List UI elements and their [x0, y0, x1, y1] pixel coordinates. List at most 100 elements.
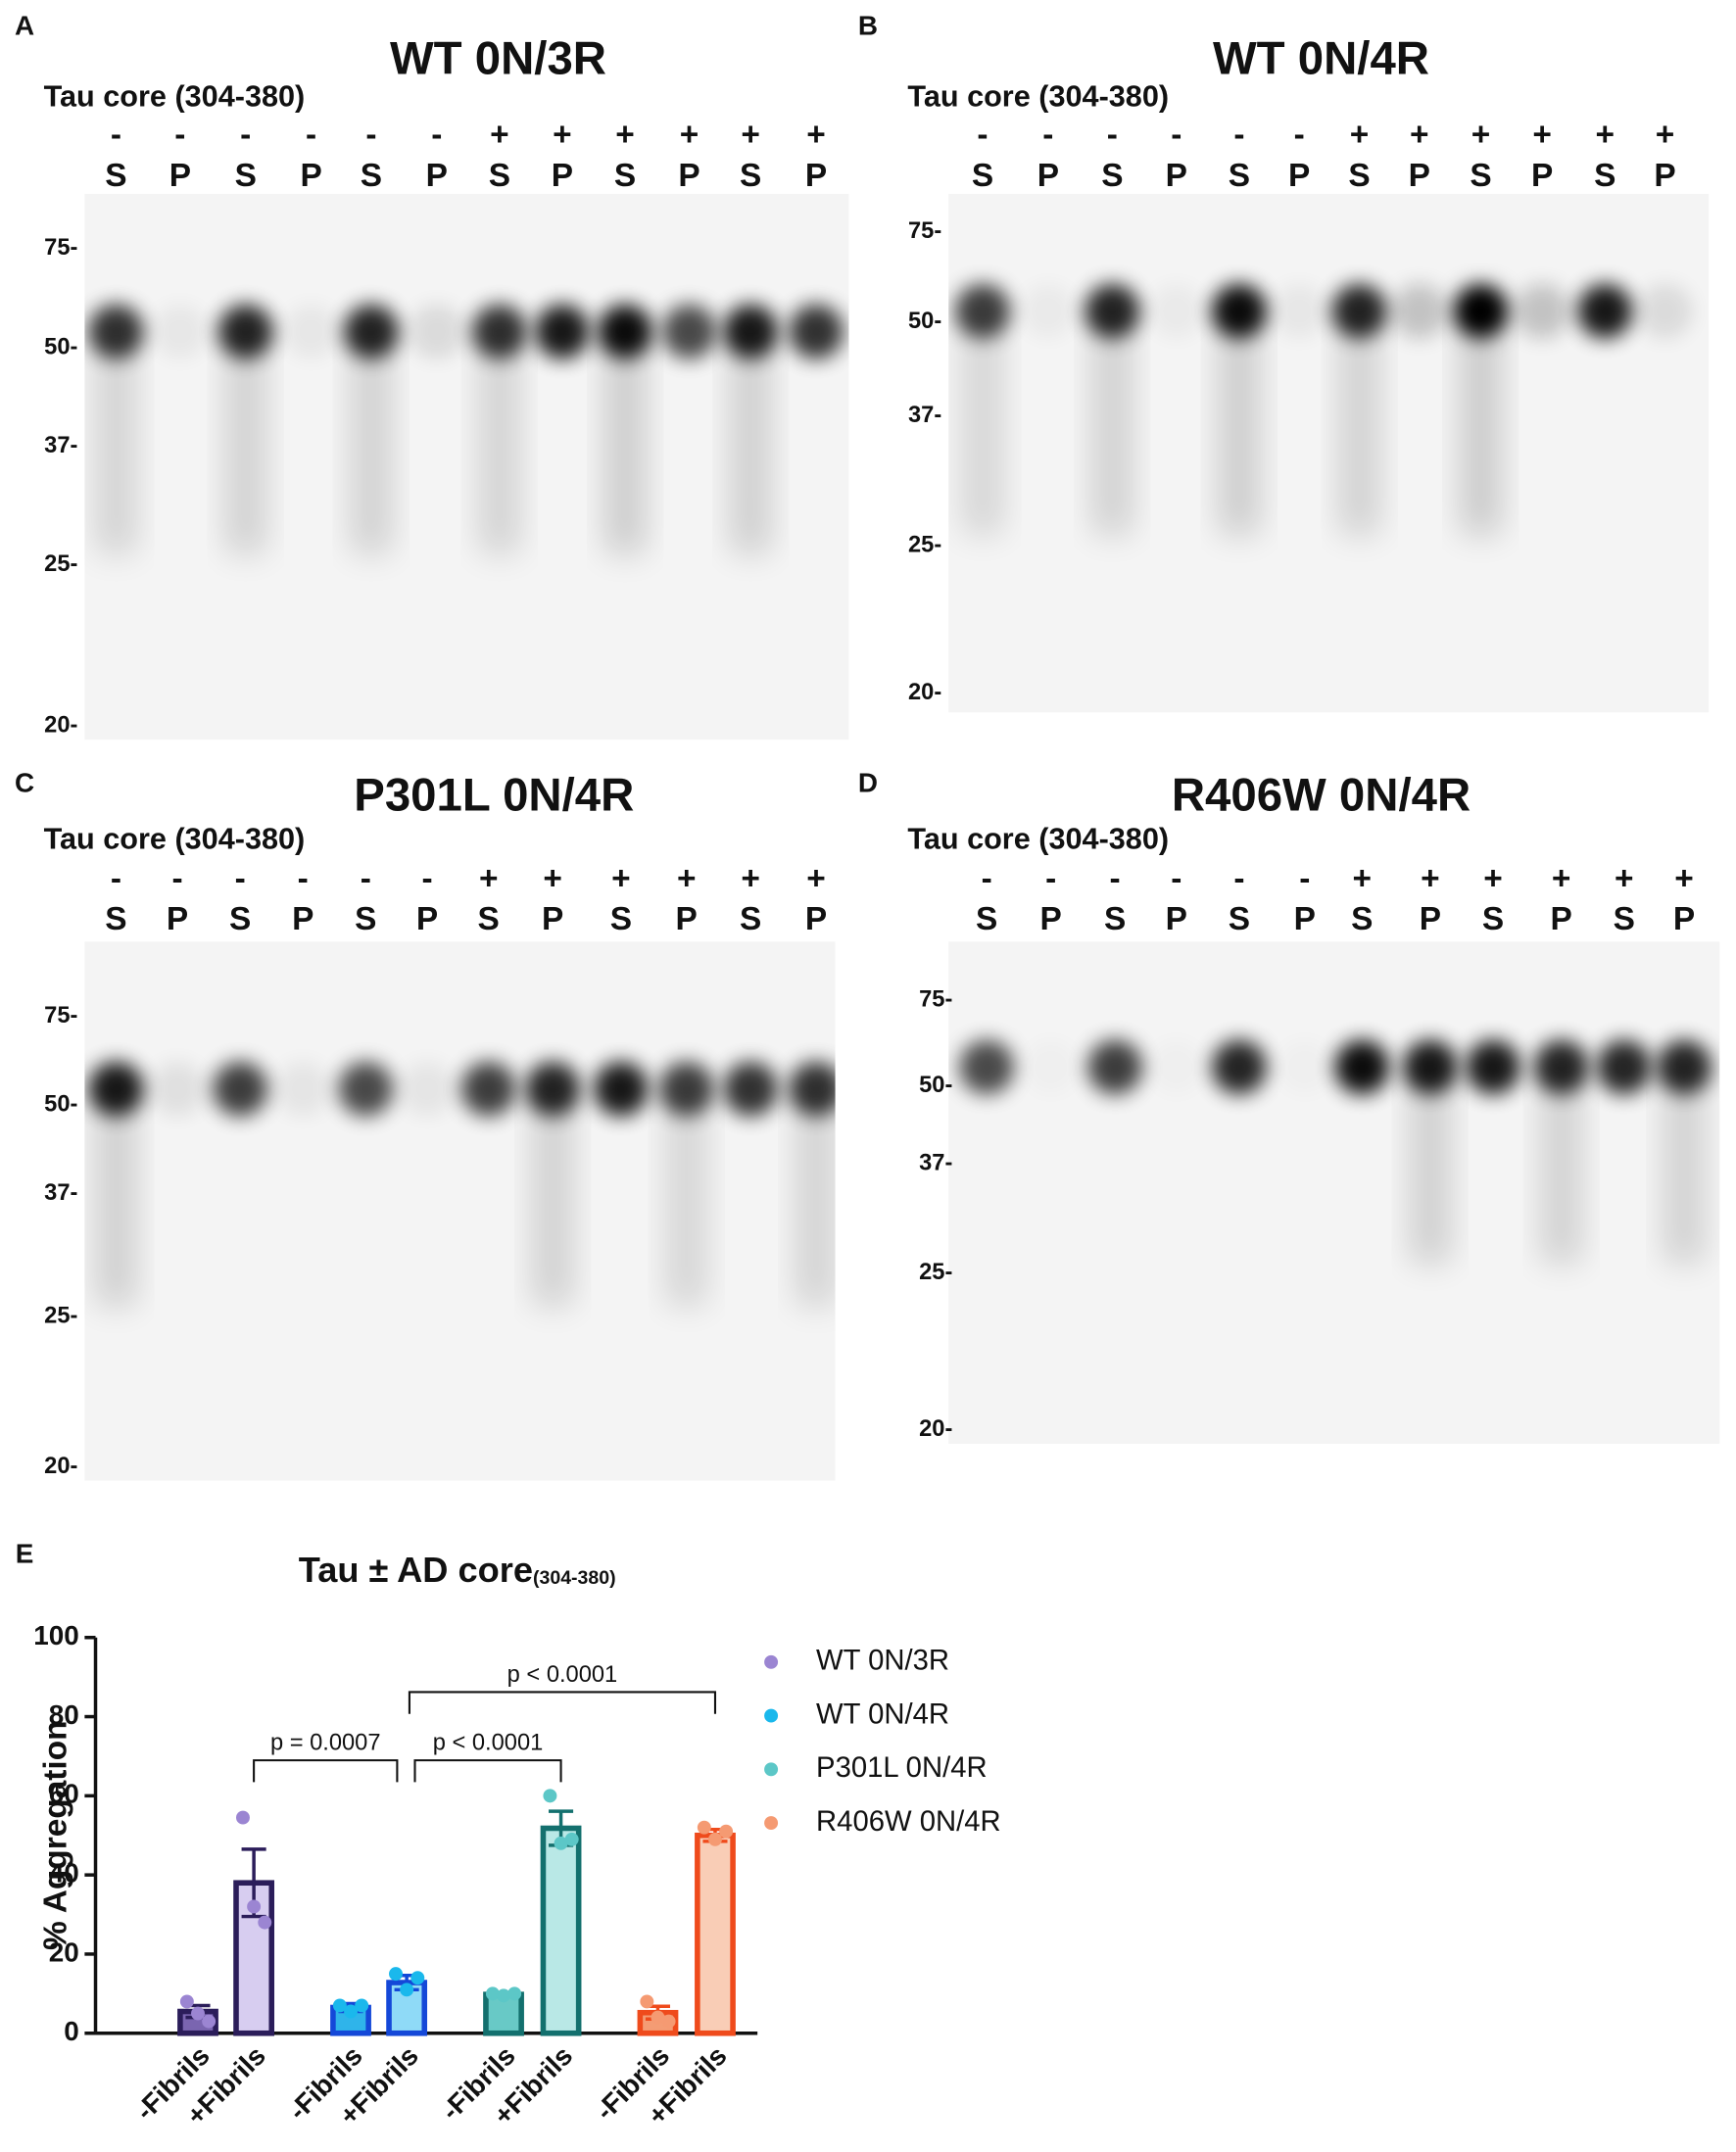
bar: [540, 1825, 582, 2036]
band: [1657, 1039, 1712, 1095]
band: [593, 1061, 649, 1117]
y-tick-label: 20: [49, 1937, 79, 1967]
lane-label: S: [1351, 901, 1373, 937]
lane-label: P: [805, 901, 827, 937]
mw-marker: 75-: [44, 235, 77, 261]
band: [1087, 1039, 1143, 1095]
band: [1637, 283, 1693, 339]
band: [88, 1061, 144, 1117]
band: [275, 1061, 331, 1117]
band: [1085, 283, 1140, 339]
treatment-sign: +: [1532, 117, 1552, 153]
y-tick-label: 0: [64, 2016, 79, 2046]
panel-title: WT 0N/3R: [390, 32, 606, 84]
smear: [96, 331, 135, 553]
data-point: [202, 2014, 217, 2029]
lane-label: S: [1594, 158, 1615, 194]
smear: [1664, 1067, 1704, 1264]
treatment-sign: -: [1233, 117, 1244, 153]
band: [723, 1061, 779, 1117]
lane-label: P: [552, 158, 573, 194]
treatment-sign: -: [431, 117, 442, 153]
lane-label: S: [489, 158, 510, 194]
band: [1533, 1039, 1589, 1095]
mw-marker: 25-: [919, 1260, 952, 1285]
band: [1515, 283, 1570, 339]
lane-label: S: [1470, 158, 1491, 194]
smear: [605, 331, 645, 553]
band: [1596, 1039, 1652, 1095]
bar: [695, 1832, 736, 2036]
data-point: [258, 1915, 272, 1930]
significance-bracket: [413, 1759, 562, 1783]
treatment-sign: -: [1045, 860, 1056, 896]
smear: [731, 331, 770, 553]
bands: [88, 1061, 836, 1306]
mw-marker: 20-: [919, 1416, 952, 1442]
panel-letter: D: [858, 767, 878, 797]
band: [1334, 1039, 1390, 1095]
lane-label: P: [1531, 158, 1553, 194]
blot-membrane: [84, 941, 836, 1481]
bands: [88, 304, 844, 553]
blot-membrane: [84, 193, 849, 741]
band: [1148, 283, 1204, 339]
treatment-sign: +: [611, 860, 631, 896]
treatment-sign: +: [1353, 860, 1373, 896]
antibody-label: Tau core (304-380): [44, 822, 306, 855]
lane-label: S: [361, 158, 382, 194]
lane-label: S: [1614, 901, 1635, 937]
lane-label: S: [1482, 901, 1504, 937]
band: [88, 304, 144, 359]
mw-marker: 75-: [919, 986, 952, 1012]
significance-label: p = 0.0007: [270, 1731, 381, 1756]
lane-label: P: [1288, 158, 1310, 194]
band: [535, 304, 590, 359]
smear: [963, 311, 1002, 535]
band: [723, 304, 779, 359]
legend-marker: [764, 1816, 779, 1831]
treatment-sign: -: [235, 860, 246, 896]
data-point: [344, 2004, 358, 2019]
band: [1391, 283, 1447, 339]
treatment-sign: +: [615, 117, 635, 153]
smear: [667, 1088, 706, 1306]
band: [1212, 283, 1267, 339]
data-point: [332, 1998, 347, 2013]
mw-marker: 50-: [919, 1073, 952, 1098]
lane-label: S: [355, 901, 376, 937]
lane-label: P: [805, 158, 827, 194]
blot-panel: C P301L 0N/4R Tau core (304-380) - S - P - S - P - S…: [15, 767, 836, 1481]
mw-marker: 25-: [908, 533, 941, 558]
lane-label: P: [1037, 158, 1059, 194]
band: [1149, 1040, 1204, 1095]
lane-label: S: [1348, 158, 1370, 194]
treatment-sign: -: [298, 860, 309, 896]
lane-label: P: [542, 901, 563, 937]
treatment-sign: +: [490, 117, 509, 153]
band: [338, 1061, 394, 1117]
data-point: [400, 1983, 414, 1997]
lane-label: P: [1040, 901, 1062, 937]
band: [400, 1061, 455, 1117]
band: [959, 1039, 1015, 1095]
mw-marker: 37-: [44, 1180, 77, 1206]
treatment-sign: -: [1107, 117, 1118, 153]
treatment-sign: +: [677, 860, 697, 896]
treatment-sign: -: [111, 117, 121, 153]
band: [1021, 283, 1076, 339]
treatment-sign: +: [1410, 117, 1429, 153]
antibody-label: Tau core (304-380): [907, 79, 1169, 113]
smear: [796, 1088, 836, 1306]
legend-label: R406W 0N/4R: [816, 1806, 1001, 1838]
lane-label: P: [1673, 901, 1695, 937]
treatment-sign: -: [1042, 117, 1053, 153]
data-point: [389, 1967, 403, 1982]
lane-label: S: [105, 158, 126, 194]
lane-label: S: [235, 158, 257, 194]
treatment-sign: +: [1674, 860, 1694, 896]
smear: [1340, 311, 1379, 535]
band: [1278, 1040, 1332, 1095]
data-point: [554, 1836, 568, 1850]
